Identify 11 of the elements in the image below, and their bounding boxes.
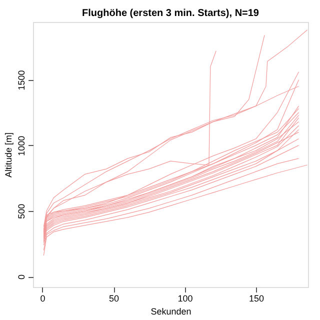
- x-tick-label: 150: [248, 294, 264, 304]
- y-tick-label: 500: [16, 204, 26, 219]
- y-axis-title: Altitude [m]: [4, 132, 14, 178]
- x-axis-title: Sekunden: [150, 306, 192, 316]
- y-tick-label: 1500: [16, 70, 26, 90]
- x-tick-label: 100: [178, 294, 193, 304]
- y-tick-label: 0: [16, 274, 26, 280]
- y-tick-label: 1000: [16, 136, 26, 156]
- chart-title: Flughöhe (ersten 3 min. Starts), N=19: [82, 8, 260, 19]
- x-tick-label: 50: [108, 294, 120, 304]
- x-tick-label: 0: [40, 294, 46, 304]
